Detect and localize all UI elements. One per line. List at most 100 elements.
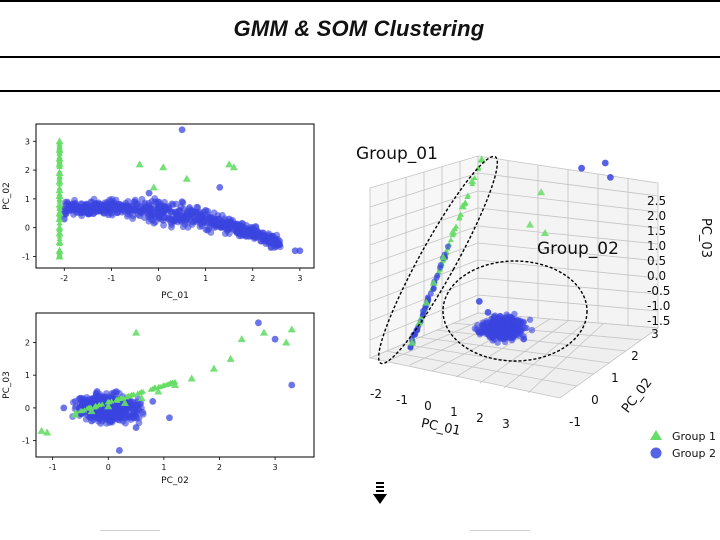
plot-frame xyxy=(35,123,315,269)
group-1-point xyxy=(105,399,112,405)
z-tick-label: 1.0 xyxy=(647,239,666,253)
group-1-point xyxy=(464,192,471,198)
group-2-point xyxy=(268,238,275,246)
group-2-point xyxy=(235,230,243,237)
group-2-point xyxy=(152,210,160,218)
group-1-point xyxy=(541,229,549,236)
y-axis-label: PC_02 xyxy=(619,375,655,416)
group-1-point xyxy=(43,428,52,436)
group-1-point xyxy=(55,209,64,217)
group-2-point xyxy=(64,200,72,207)
group-2-point xyxy=(484,309,492,316)
group-1-point xyxy=(104,402,113,410)
group-2-point xyxy=(93,414,101,421)
group-1-point xyxy=(160,382,167,388)
x-tick-label: 2 xyxy=(250,274,255,283)
group-1-point xyxy=(55,192,64,199)
x-tick-label: 0 xyxy=(424,399,432,413)
faint-next-figure-edge xyxy=(100,530,160,531)
x-tick-label: 0 xyxy=(156,274,161,283)
group-1-point xyxy=(468,177,477,184)
group-2-point xyxy=(166,414,173,422)
density-cloud xyxy=(69,379,179,427)
group-2-point xyxy=(71,397,79,405)
group-01-annotation: Group_01 xyxy=(356,144,438,164)
x-axis-label: PC_01 xyxy=(161,291,189,301)
group-2-point xyxy=(433,274,440,281)
group-1-point xyxy=(56,196,63,202)
group-2-point xyxy=(514,319,521,326)
group-2-point xyxy=(137,399,145,407)
group-2-point xyxy=(183,215,191,223)
x-tick-label: 0 xyxy=(106,463,111,472)
x-tick-label: -1 xyxy=(107,274,115,283)
z-tick-label: 1.5 xyxy=(647,224,666,238)
group-2-point xyxy=(139,205,147,213)
group-2-point xyxy=(135,414,143,422)
x-tick-label: 3 xyxy=(297,274,302,283)
group-2-point xyxy=(88,417,95,425)
group-2-point xyxy=(215,215,223,223)
group-1-point xyxy=(99,401,106,407)
plot-frame xyxy=(35,312,315,458)
divider-line xyxy=(0,90,720,92)
group-2-point xyxy=(88,202,96,210)
group-1-point xyxy=(55,154,64,162)
pane-grid xyxy=(368,155,660,399)
group-2-point xyxy=(147,211,155,219)
group-2-point xyxy=(508,324,516,332)
group-2-point xyxy=(149,216,157,224)
group-1-point xyxy=(456,214,463,220)
group-2-point xyxy=(121,414,129,422)
group-2-point xyxy=(419,307,426,314)
group-2-point xyxy=(160,221,167,229)
group-2-point xyxy=(413,327,420,334)
group-1-point xyxy=(259,328,268,336)
group-2-point xyxy=(520,318,527,326)
group-2-point xyxy=(116,447,123,454)
z-tick-label: -0.5 xyxy=(647,284,670,298)
group-2-point xyxy=(444,243,451,250)
group-2-point xyxy=(505,315,513,323)
group-2-point xyxy=(202,226,210,234)
group-2-point xyxy=(607,174,614,181)
y-tick-label: 1 xyxy=(25,195,30,204)
scatter-3d: Group_01 Group_02 -2 -1 0 1 2 3 -101232.52.01.… xyxy=(356,144,716,460)
x-tick-label: 1 xyxy=(203,274,208,283)
legend-entry-group-2: Group 2 xyxy=(672,447,716,460)
group-2-point xyxy=(578,164,585,172)
group-2-point xyxy=(151,198,159,206)
group-1-point xyxy=(429,278,438,286)
group-1-point xyxy=(237,335,246,343)
y-tick-label: 0 xyxy=(25,224,30,233)
group-2-point xyxy=(112,414,120,421)
y-tick-label: 1 xyxy=(25,371,30,380)
density-cloud xyxy=(407,157,536,351)
group-2-point xyxy=(255,319,262,327)
x-tick-label: 2 xyxy=(476,411,484,425)
x-tick-label: 3 xyxy=(273,463,278,472)
x-tick-label: -1 xyxy=(396,393,408,407)
group-2-point xyxy=(207,222,215,230)
group-2-point xyxy=(129,215,137,223)
group-02-outline xyxy=(442,260,588,362)
group-1-point xyxy=(408,338,417,346)
group-2-point xyxy=(132,424,140,431)
group-1-point xyxy=(458,202,467,210)
group-1-point xyxy=(55,137,64,145)
group-2-point xyxy=(99,397,106,404)
group-1-point xyxy=(88,404,95,410)
y-tick-label: -1 xyxy=(569,415,581,429)
group-2-point xyxy=(77,394,84,402)
group-2-point xyxy=(155,204,162,211)
group-1-point xyxy=(157,383,164,389)
group-2-point xyxy=(127,416,135,423)
faint-next-figure-edge xyxy=(470,530,530,531)
group-2-point xyxy=(504,329,512,336)
x-tick-label: 1 xyxy=(161,463,166,472)
group-2-point xyxy=(288,381,296,389)
group-1-point xyxy=(55,186,64,194)
group-2-point xyxy=(258,233,265,241)
group-1-point xyxy=(55,215,64,223)
group-1-point xyxy=(37,426,46,434)
